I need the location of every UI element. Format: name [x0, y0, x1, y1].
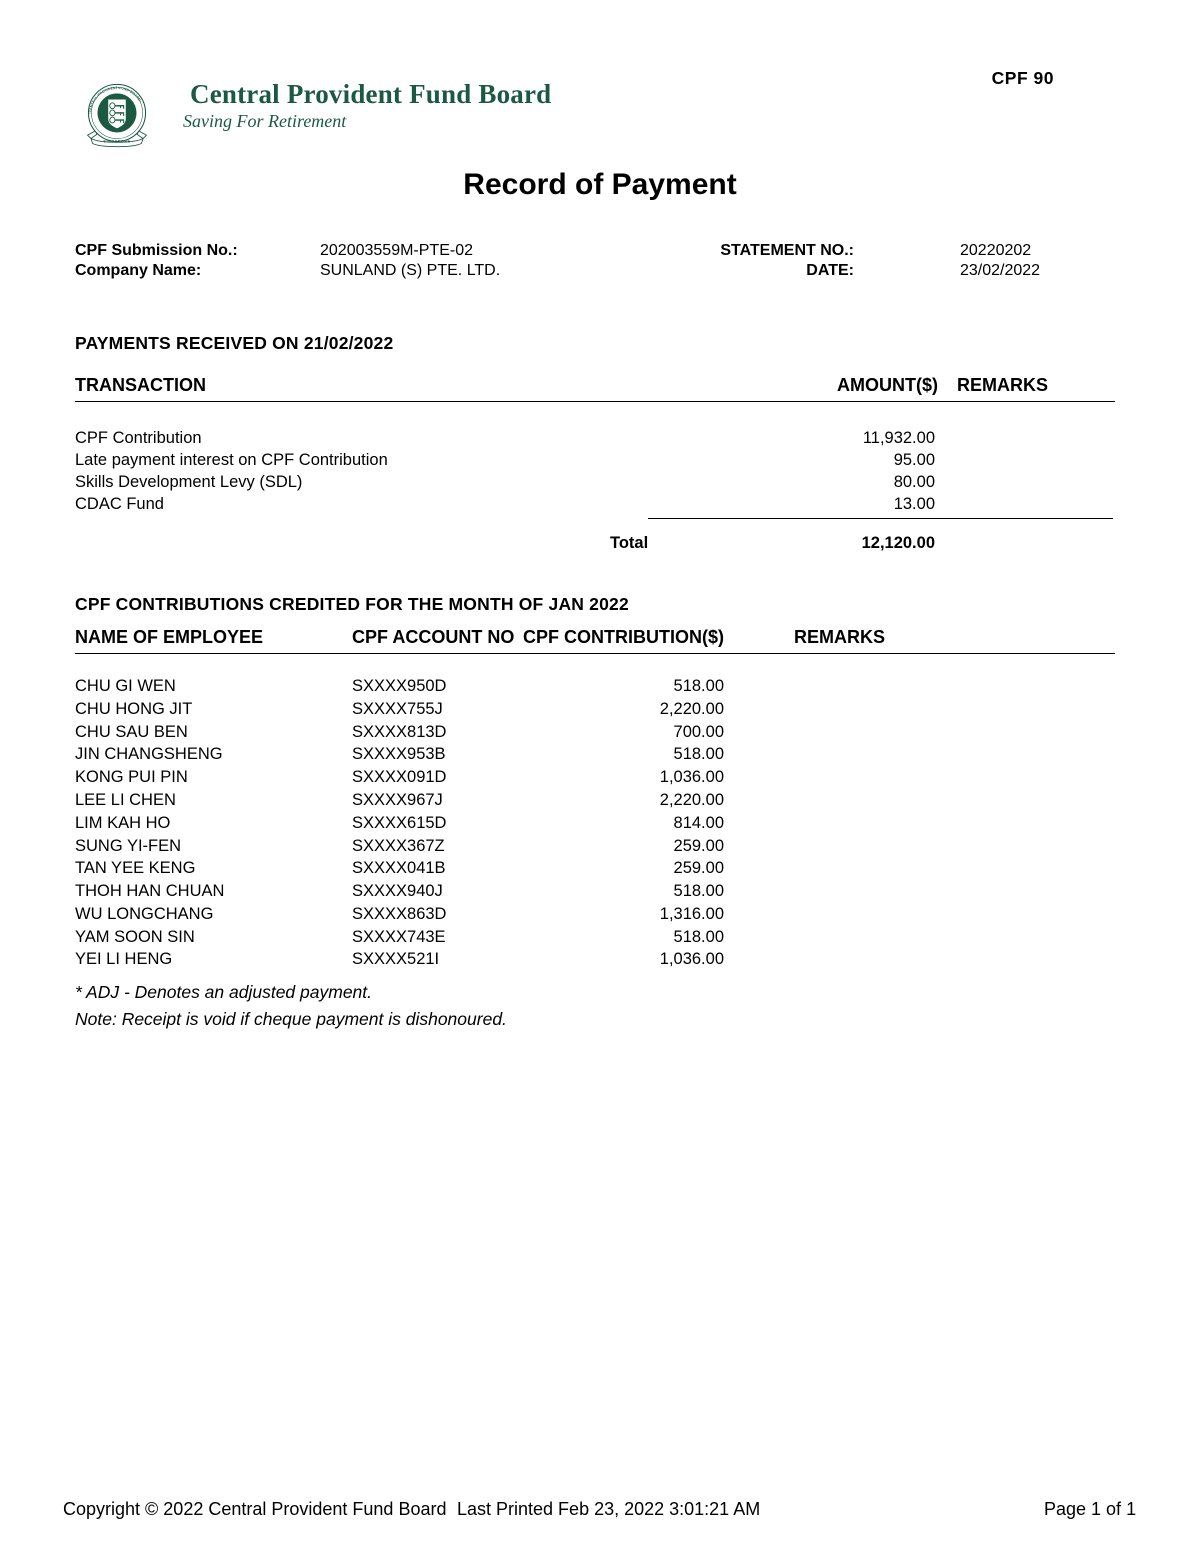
svg-text:SINGAPORE: SINGAPORE — [103, 140, 130, 144]
